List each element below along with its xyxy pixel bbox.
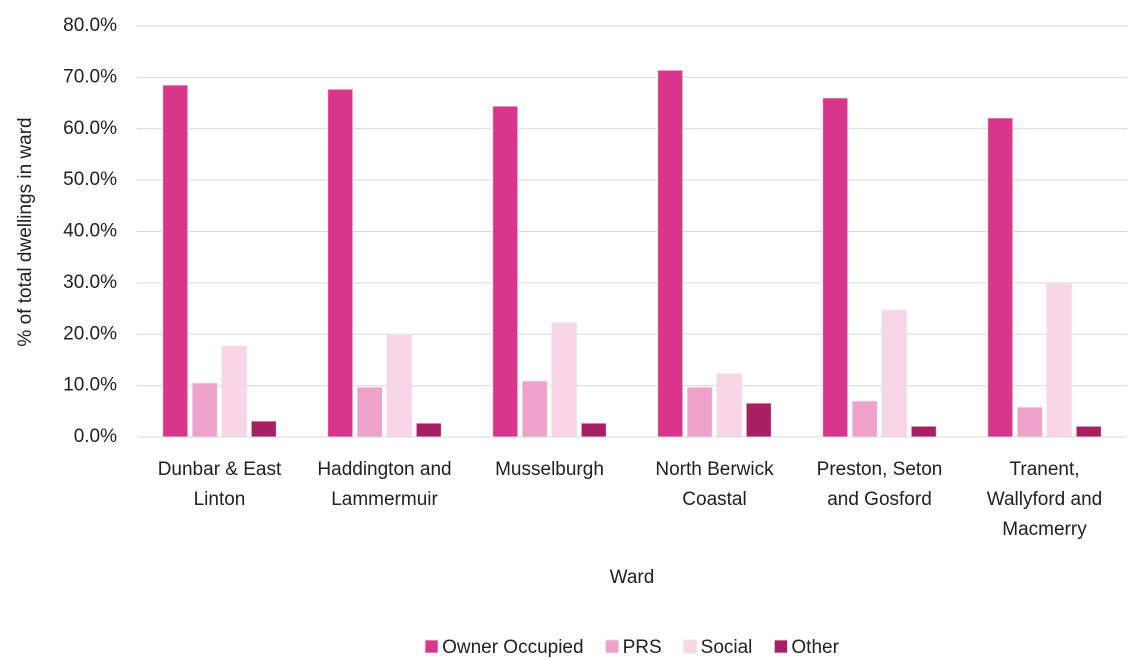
bar	[221, 345, 248, 438]
x-tick-label: Dunbar & East Linton	[158, 459, 282, 510]
y-tick-label: 0.0%	[74, 426, 117, 447]
legend-label: Social	[701, 637, 753, 658]
bar	[386, 334, 413, 438]
legend-label: Owner Occupied	[442, 637, 584, 658]
legend-swatch	[605, 639, 619, 654]
bar	[162, 84, 189, 438]
bar	[1075, 425, 1102, 438]
x-tick-label: Musselburgh	[495, 459, 604, 480]
y-tick-label: 30.0%	[63, 272, 117, 293]
y-tick-label: 40.0%	[63, 221, 117, 242]
y-axis-label: % of total dwellings in ward	[15, 117, 36, 346]
bar	[657, 69, 684, 438]
legend-swatch	[774, 639, 788, 654]
bar	[1016, 406, 1043, 438]
bar	[686, 386, 713, 438]
bar	[551, 322, 578, 438]
bar	[716, 373, 743, 438]
bar	[1046, 283, 1073, 438]
bar	[521, 380, 548, 438]
legend: Owner Occupied PRS Social Other	[424, 637, 840, 658]
y-tick-label: 60.0%	[63, 118, 117, 139]
legend-label: PRS	[623, 637, 662, 658]
legend-swatch	[683, 639, 698, 654]
bar	[910, 425, 937, 438]
y-tick-label: 20.0%	[63, 323, 117, 344]
bar	[250, 420, 277, 438]
bar	[191, 382, 218, 438]
bar	[987, 117, 1014, 438]
y-tick-label: 10.0%	[63, 375, 117, 396]
x-tick-label: Haddington and Lammermuir	[317, 459, 451, 510]
y-tick-label: 80.0%	[63, 15, 117, 36]
bar	[327, 88, 354, 438]
legend-label: Other	[791, 637, 839, 658]
legend-swatch	[424, 639, 439, 654]
x-tick-label: Preston, Seton and Gosford	[817, 459, 943, 510]
bar	[580, 422, 607, 438]
y-tick-label: 70.0%	[63, 66, 117, 87]
bar	[492, 105, 519, 438]
y-tick-label: 50.0%	[63, 169, 117, 190]
bar	[356, 386, 383, 438]
bar	[881, 309, 908, 438]
bar	[822, 97, 849, 438]
x-tick-label: North Berwick Coastal	[655, 459, 774, 510]
bar	[745, 402, 772, 438]
bar	[851, 400, 878, 438]
x-axis-label: Ward	[610, 567, 655, 588]
x-tick-label: Tranent, Wallyford and Macmerry	[987, 459, 1102, 540]
bar	[415, 422, 442, 438]
